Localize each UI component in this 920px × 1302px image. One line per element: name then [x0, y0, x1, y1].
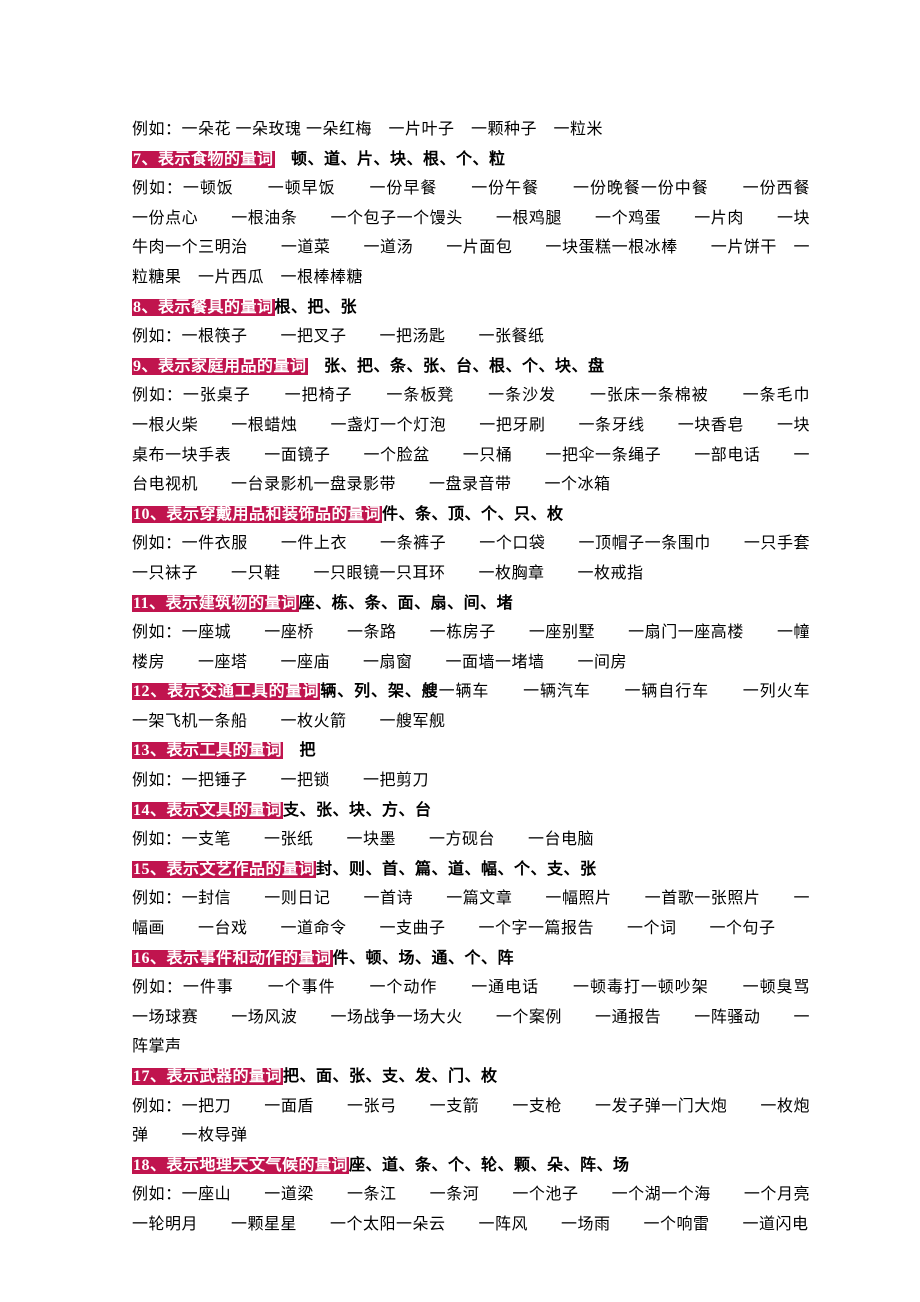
- text-line: 18、表示地理天文气候的量词座、道、条、个、轮、颗、朵、阵、场: [132, 1151, 810, 1181]
- text-line: 7、表示食物的量词 顿、道、片、块、根、个、粒: [132, 145, 810, 175]
- text-line: 例如：一支笔 一张纸 一块墨 一方砚台 一台电脑: [132, 825, 810, 855]
- text-line: 9、表示家庭用品的量词 张、把、条、张、台、根、个、块、盘: [132, 352, 810, 382]
- text-line: 例如：一把锤子 一把锁 一把剪刀: [132, 766, 810, 796]
- section-title: 15、表示文艺作品的量词: [132, 861, 316, 878]
- section-title: 18、表示地理天文气候的量词: [132, 1157, 349, 1174]
- section-title: 14、表示文具的量词: [132, 802, 283, 819]
- section-title: 12、表示交通工具的量词: [132, 683, 320, 700]
- text-line: 例如：一根筷子 一把叉子 一把汤匙 一张餐纸: [132, 322, 810, 352]
- text-line: 例如：一朵花 一朵玫瑰 一朵红梅 一片叶子 一颗种子 一粒米: [132, 115, 810, 145]
- section-title: 11、表示建筑物的量词: [132, 595, 299, 612]
- text-line: 例如：一座城 一座桥 一条路 一栋房子 一座别墅 一扇门一座高楼 一幢楼房 一座…: [132, 618, 810, 677]
- text-line: 13、表示工具的量词 把: [132, 736, 810, 766]
- text-line: 14、表示文具的量词支、张、块、方、台: [132, 796, 810, 826]
- text-line: 例如：一封信 一则日记 一首诗 一篇文章 一幅照片 一首歌一张照片 一幅画 一台…: [132, 884, 810, 943]
- text-line: 例如：一件事 一个事件 一个动作 一通电话 一顿毒打一顿吵架 一顿臭骂 一场球赛…: [132, 973, 810, 1062]
- section-title: 13、表示工具的量词: [132, 742, 283, 759]
- text-line: 例如：一把刀 一面盾 一张弓 一支箭 一支枪 一发子弹一门大炮 一枚炮弹 一枚导…: [132, 1092, 810, 1151]
- text-line: 15、表示文艺作品的量词封、则、首、篇、道、幅、个、支、张: [132, 855, 810, 885]
- section-title: 9、表示家庭用品的量词: [132, 358, 308, 375]
- text-line: 11、表示建筑物的量词座、栋、条、面、扇、间、堵: [132, 589, 810, 619]
- text-line: 12、表示交通工具的量词辆、列、架、艘一辆车 一辆汽车 一辆自行车 一列火车 一…: [132, 677, 810, 736]
- text-line: 8、表示餐具的量词根、把、张: [132, 293, 810, 323]
- section-title: 8、表示餐具的量词: [132, 299, 275, 316]
- document-content: 例如：一朵花 一朵玫瑰 一朵红梅 一片叶子 一颗种子 一粒米7、表示食物的量词 …: [132, 115, 810, 1240]
- text-line: 例如：一顿饭 一顿早饭 一份早餐 一份午餐 一份晚餐一份中餐 一份西餐 一份点心…: [132, 174, 810, 292]
- text-line: 16、表示事件和动作的量词件、顿、场、通、个、阵: [132, 944, 810, 974]
- text-line: 17、表示武器的量词把、面、张、支、发、门、枚: [132, 1062, 810, 1092]
- section-title: 7、表示食物的量词: [132, 151, 275, 168]
- section-title: 16、表示事件和动作的量词: [132, 950, 333, 967]
- text-line: 例如：一座山 一道梁 一条江 一条河 一个池子 一个湖一个海 一个月亮 一轮明月…: [132, 1180, 810, 1239]
- section-title: 17、表示武器的量词: [132, 1068, 283, 1085]
- text-line: 10、表示穿戴用品和装饰品的量词件、条、顶、个、只、枚: [132, 500, 810, 530]
- text-line: 例如：一张桌子 一把椅子 一条板凳 一条沙发 一张床一条棉被 一条毛巾 一根火柴…: [132, 381, 810, 499]
- text-line: 例如：一件衣服 一件上衣 一条裤子 一个口袋 一顶帽子一条围巾 一只手套 一只袜…: [132, 529, 810, 588]
- section-title: 10、表示穿戴用品和装饰品的量词: [132, 506, 382, 523]
